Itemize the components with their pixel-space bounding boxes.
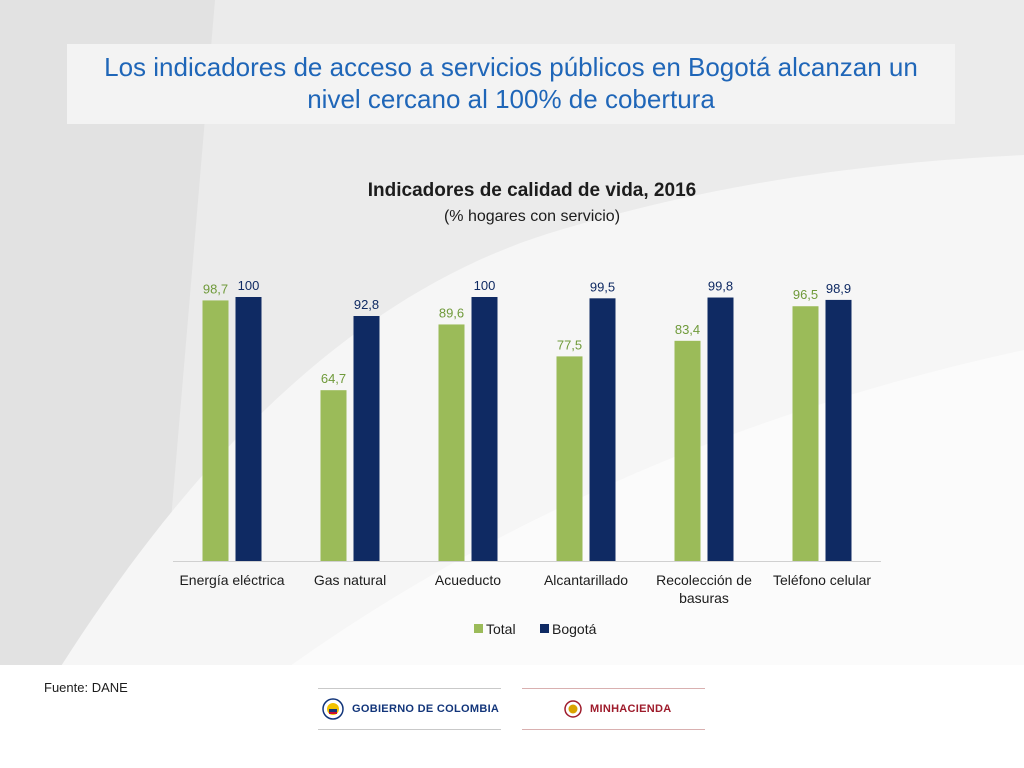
data-label: 100: [238, 278, 260, 293]
category-label: Energía eléctrica: [179, 572, 284, 588]
data-label: 98,7: [203, 281, 228, 296]
slide-title: Los indicadores de acceso a servicios pú…: [104, 52, 918, 114]
category-label: Gas natural: [314, 572, 386, 588]
data-label: 92,8: [354, 297, 379, 312]
bar-bogota-4: [707, 297, 734, 561]
category-label: Acueducto: [435, 572, 501, 588]
bar-bogota-5: [825, 299, 852, 561]
bar-bogota-0: [235, 297, 262, 561]
bar-bogota-3: [589, 298, 616, 561]
data-label: 77,5: [557, 337, 582, 352]
source-note: Fuente: DANE: [44, 680, 128, 695]
data-label: 64,7: [321, 371, 346, 386]
gobierno-logo-text: GOBIERNO DE COLOMBIA: [352, 703, 500, 715]
bar-total-0: [202, 300, 229, 561]
category-label: Alcantarillado: [544, 572, 628, 588]
legend-label: Total: [486, 621, 516, 637]
data-label: 89,6: [439, 305, 464, 320]
bar-total-3: [556, 356, 583, 561]
data-label: 99,8: [708, 279, 733, 294]
category-label: basuras: [679, 590, 729, 606]
minhacienda-seal-icon: [564, 700, 582, 718]
bar-total-1: [320, 390, 347, 561]
data-label: 99,5: [590, 279, 615, 294]
data-label: 100: [474, 278, 496, 293]
title-box: Los indicadores de acceso a servicios pú…: [67, 44, 955, 124]
legend-label: Bogotá: [552, 621, 597, 637]
colombia-seal-icon: [322, 698, 344, 720]
category-label: Recolección de: [656, 572, 752, 588]
bar-bogota-2: [471, 297, 498, 561]
bar-total-4: [674, 340, 701, 561]
chart-title: Indicadores de calidad de vida, 2016: [367, 180, 697, 201]
data-label: 96,5: [793, 287, 818, 302]
chart-subtitle: (% hogares con servicio): [443, 208, 621, 225]
category-label: Teléfono celular: [773, 572, 871, 588]
minhacienda-logo-text: MINHACIENDA: [590, 703, 672, 715]
bar-total-5: [792, 306, 819, 561]
legend-swatch: [474, 624, 483, 633]
gobierno-logo: GOBIERNO DE COLOMBIA: [318, 688, 501, 730]
bar-total-2: [438, 324, 465, 561]
bar-bogota-1: [353, 316, 380, 561]
legend-swatch: [540, 624, 549, 633]
data-label: 98,9: [826, 281, 851, 296]
minhacienda-logo: MINHACIENDA: [522, 688, 705, 730]
data-label: 83,4: [675, 322, 700, 337]
